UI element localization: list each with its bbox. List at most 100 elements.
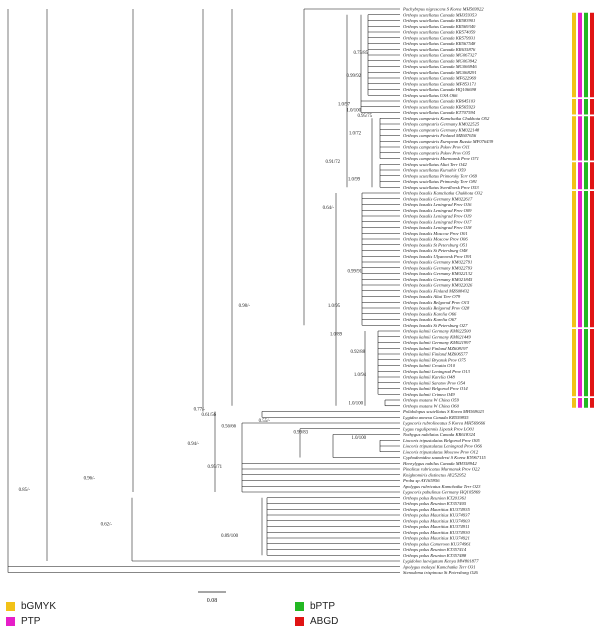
taxon-label: Orthops scutellatus Canada KR635876	[403, 47, 476, 52]
legend-ptp: PTP	[6, 616, 40, 627]
support-value: 0.95/75	[357, 114, 372, 119]
taxon-label: Orthops kalmii Germany KM022500	[403, 329, 471, 334]
support-value: 0.92/88	[350, 350, 365, 355]
support-value: 0.64/-	[323, 206, 335, 211]
support-value: 0.85/-	[19, 488, 31, 493]
taxon-label: Orthops scutellatus Canada MG067327	[403, 53, 477, 58]
support-value: 0.99/92	[346, 74, 361, 79]
support-value: 0.99/91	[347, 269, 362, 274]
taxon-label: Orthops basalis St Petersburg O51	[403, 242, 467, 247]
taxon-label: Orthops scutellatus Altai Terr O42	[403, 162, 468, 167]
delimitation-bar	[584, 12, 588, 98]
taxon-label: Orthops basalis Germany KM022026	[403, 283, 473, 288]
delimitation-bar	[590, 191, 594, 328]
scale-bar: 0.08	[198, 591, 226, 604]
support-value: 0.94/-	[188, 442, 200, 447]
legend-label-bptp: bPTP	[310, 601, 336, 612]
taxon-label: Orthops palus Reunion KT201361	[403, 495, 466, 500]
delimitation-bar	[572, 398, 576, 408]
delimitation-bar	[578, 162, 582, 190]
taxon-label: Orthops scutellatus Sverdlovsk Prov O53	[403, 185, 479, 190]
delimitation-bar	[584, 99, 588, 115]
delimitation-bar	[572, 162, 576, 190]
taxon-label: Orthops basalis Moscow Prov O06	[403, 237, 468, 242]
support-value: 0.95/71	[207, 465, 222, 470]
taxon-label: Orthops scutellatus Canada MH359353	[403, 12, 477, 17]
support-value: 1.0/100	[348, 402, 363, 407]
taxon-label: Orthops palus Cameroon KU374961	[403, 541, 471, 546]
taxon-label: Lygocoris pabulinus Germany HQ105869	[402, 490, 481, 495]
support-value: 0.77/-	[194, 407, 206, 412]
taxon-label: Orthops basalis Finland MZ608432	[403, 288, 470, 293]
delimitation-bar	[578, 398, 582, 408]
legend-swatch-abgd	[295, 617, 304, 626]
taxon-label: Orthops scutellatus Canada KR565923	[403, 104, 476, 109]
delimitation-bar	[572, 12, 576, 98]
taxon-label: Orthops campestris Pskov Prov O11	[403, 145, 470, 150]
taxon-label: Orthops palus Mauritius KU374911	[403, 524, 469, 529]
taxon-label: Lygidolon laevigatum Kenya MW801877	[402, 559, 479, 564]
delimitation-bar	[584, 191, 588, 328]
delimitation-bar	[590, 398, 594, 408]
taxon-label: Lygus rugulipennis Lipetsk Prov LO01	[402, 426, 474, 431]
taxon-label: Orthops campestris European Russia MF076…	[403, 139, 494, 144]
taxon-label: Orthops scutellatus Canada MG066946	[403, 64, 477, 69]
support-value: 0.75/85	[353, 51, 368, 56]
taxon-label: Orthops kalmii Belgorod Prov O14	[403, 386, 468, 391]
taxon-label: Orthops basalis Leningrad Prov O16	[403, 202, 472, 207]
taxon-label: Orthops scutellatus Primorsky Terr O81	[403, 179, 477, 184]
taxon-label: Orthops scutellatus Canada KR569340	[403, 24, 476, 29]
taxon-label: Orthops campestris Murmansk Prov O71	[403, 156, 479, 161]
support-value: 0.98/-	[239, 304, 251, 309]
taxon-label: Orthops basalis St Petersburg O27	[403, 323, 468, 328]
support-value: 0.89/100	[221, 534, 239, 539]
support-value: 0.56/66	[221, 425, 236, 430]
support-value: 0.62/-	[101, 522, 113, 527]
taxon-label: Orthops kalmii Crimea O49	[403, 392, 455, 397]
tree-branches	[7, 8, 400, 573]
support-value: 0.91/72	[325, 160, 340, 165]
delimitation-bar	[578, 116, 582, 161]
legend-bgmyk: bGMYK	[6, 601, 56, 612]
taxon-label: Orthops scutellatus Kursahir O59	[403, 168, 466, 173]
taxon-label: Orthops palus Reunion KT357414	[403, 547, 467, 552]
delimitation-bar	[590, 329, 594, 397]
delimitation-bar	[578, 191, 582, 328]
delimitation-bar	[572, 99, 576, 115]
taxon-label: Orthops campestris Germany KM022525	[403, 122, 480, 127]
legend-swatch-bptp	[295, 602, 304, 611]
support-value: 0.99/83	[293, 430, 308, 435]
legend-bptp: bPTP	[295, 601, 335, 612]
taxon-label: Henrylygus nubilus Canada MH358942	[402, 461, 477, 466]
taxon-label: Orthops scutellatus Canada MF622969	[403, 76, 477, 81]
delimitation-bar	[578, 329, 582, 397]
taxon-label: Orthops basalis Leningrad Prov O18	[403, 225, 472, 230]
taxon-label: Orthops mutans W China O60	[403, 403, 460, 408]
taxon-label: Orthops basalis Germany KM022793	[403, 265, 473, 270]
taxon-label: Orthops basalis Germany KM022791	[403, 260, 472, 265]
taxon-label: Orthops basalis St Petersburg O48	[403, 248, 468, 253]
support-value: 0.96/-	[84, 476, 96, 481]
taxon-label: Orthops basalis Ulyanovsk Prov O91	[403, 254, 472, 259]
taxon-label: Orthops kalmii Finland MZ606577	[403, 352, 468, 357]
legend-label-bgmyk: bGMYK	[21, 601, 57, 612]
taxon-label: Orthops basalis Germany KM022132	[403, 271, 473, 276]
delimitation-bar	[584, 398, 588, 408]
taxon-label: Orthops scutellatus Canada KT707594	[403, 110, 476, 115]
taxon-label: Orthops palus Reunion KT357488	[403, 553, 467, 558]
taxon-label: Lygocoris rubrolineatus S Korea MH569666	[402, 421, 486, 426]
taxon-label: Orthops basalis Germany KM022617	[403, 196, 473, 201]
taxon-label: Orthops basalis Belgorod Prov O28	[403, 306, 470, 311]
taxon-label: Orthops basalis Leningrad Prov O17	[403, 219, 472, 224]
taxon-labels: Pachybrpus nigrescens S Korea MH569922Or…	[402, 7, 494, 575]
taxon-label: Orthops scutellatus Canada KR574059	[403, 30, 476, 35]
taxon-label: Orthops scutellatus Canada MF853171	[403, 81, 476, 86]
taxon-label: Lygidea annexa Canada KR559855	[402, 415, 469, 420]
taxon-label: Orthops palus Mauritius KU374903	[403, 518, 470, 523]
legend-swatch-ptp	[6, 617, 15, 626]
delimitation-bar	[572, 116, 576, 161]
taxon-label: Stenodema trispinosa St Petersburg O26	[403, 570, 479, 575]
support-value: 1.0/100	[346, 108, 361, 113]
legend-label-ptp: PTP	[21, 616, 41, 627]
